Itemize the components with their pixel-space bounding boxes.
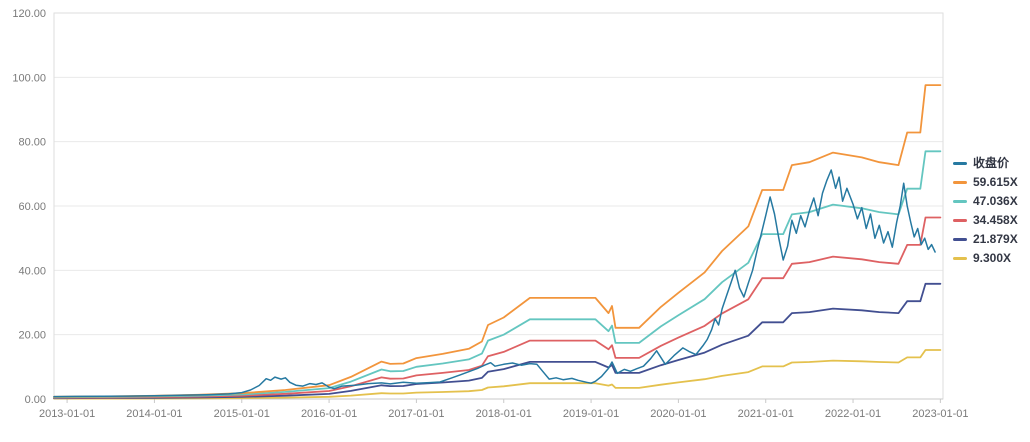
- legend-label: 21.879X: [973, 232, 1018, 246]
- legend-item-9.300X[interactable]: 9.300X: [953, 252, 1018, 265]
- series-line-47.036X: [53, 150, 942, 399]
- x-axis-tick-label: 2023-01-01: [912, 408, 968, 420]
- y-axis-tick-label: 0.00: [25, 394, 46, 406]
- y-axis-tick-label: 100.00: [12, 72, 46, 84]
- y-axis-tick-label: 20.00: [18, 330, 46, 342]
- x-axis-tick-label: 2020-01-01: [650, 408, 706, 420]
- x-axis-tick-label: 2021-01-01: [738, 408, 794, 420]
- legend-label: 47.036X: [973, 194, 1018, 208]
- x-axis-tick-label: 2013-01-01: [39, 408, 95, 420]
- legend-item-47.036X[interactable]: 47.036X: [953, 195, 1018, 208]
- x-axis-tick-label: 2016-01-01: [301, 408, 357, 420]
- y-axis-tick-label: 40.00: [18, 265, 46, 277]
- legend-swatch-icon: [953, 200, 967, 203]
- legend-label: 34.458X: [973, 213, 1018, 227]
- y-axis-tick-label: 120.00: [12, 8, 46, 20]
- series-line-34.458X: [53, 216, 942, 399]
- legend-label: 9.300X: [973, 251, 1012, 265]
- legend-swatch-icon: [953, 238, 967, 241]
- x-axis-tick-label: 2015-01-01: [214, 408, 270, 420]
- legend-label: 收盘价: [973, 156, 1010, 170]
- legend-item-59.615X[interactable]: 59.615X: [953, 176, 1018, 189]
- chart-legend: 收盘价 59.615X 47.036X 34.458X 21.879X 9.300X: [953, 157, 1018, 265]
- legend-swatch-icon: [953, 181, 967, 184]
- x-axis-tick-label: 2019-01-01: [563, 408, 619, 420]
- legend-swatch-icon: [953, 162, 967, 165]
- x-axis-tick-label: 2018-01-01: [476, 408, 532, 420]
- x-axis-tick-label: 2022-01-01: [825, 408, 881, 420]
- x-axis-tick-label: 2014-01-01: [126, 408, 182, 420]
- legend-item-收盘价[interactable]: 收盘价: [953, 157, 1018, 170]
- legend-swatch-icon: [953, 219, 967, 222]
- y-axis-tick-label: 80.00: [18, 137, 46, 149]
- y-axis-tick-label: 60.00: [18, 201, 46, 213]
- x-axis-tick-label: 2017-01-01: [388, 408, 444, 420]
- series-line-59.615X: [53, 84, 942, 398]
- legend-label: 59.615X: [973, 175, 1018, 189]
- legend-swatch-icon: [953, 257, 967, 260]
- legend-item-34.458X[interactable]: 34.458X: [953, 214, 1018, 227]
- series-line-9.300X: [53, 349, 942, 400]
- series-line-收盘价: [53, 169, 936, 398]
- series-line-21.879X: [53, 282, 942, 400]
- legend-item-21.879X[interactable]: 21.879X: [953, 233, 1018, 246]
